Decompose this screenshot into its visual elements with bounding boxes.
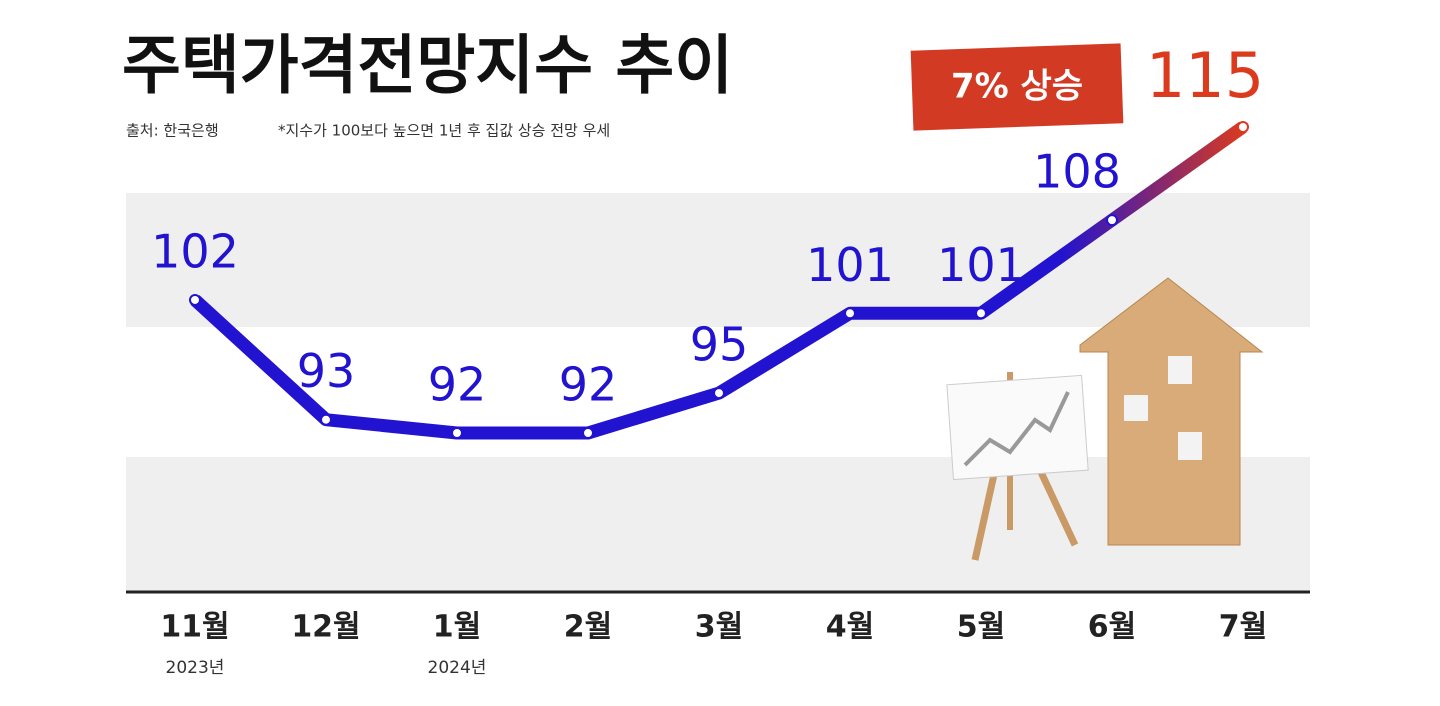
value-label: 102	[151, 224, 239, 278]
value-label: 101	[806, 238, 894, 292]
point	[1106, 214, 1118, 227]
value-label: 95	[690, 318, 749, 372]
value-label: 101	[937, 238, 1025, 292]
point	[320, 413, 332, 426]
point	[189, 293, 201, 306]
value-label: 115	[1146, 39, 1264, 112]
x-tick-label: 1월	[433, 610, 481, 645]
x-tick-label: 2월	[564, 610, 612, 645]
value-label: 93	[297, 344, 356, 398]
point	[844, 307, 856, 320]
x-tick-label: 12월	[291, 610, 360, 645]
x-tick-sublabel: 2023년	[166, 658, 225, 678]
point	[582, 427, 594, 439]
value-label: 92	[428, 358, 487, 412]
x-tick-label: 6월	[1088, 610, 1136, 645]
value-label: 92	[559, 358, 618, 412]
badge: 7% 상승	[951, 67, 1083, 107]
x-tick-label: 3월	[695, 610, 743, 645]
point	[451, 427, 463, 439]
chart-title: 주택가격전망지수 추이	[122, 30, 733, 104]
x-tick-label: 4월	[826, 610, 874, 645]
x-tick-label: 5월	[957, 610, 1005, 645]
x-tick-sublabel: 2024년	[428, 658, 487, 678]
note: *지수가 100보다 높으면 1년 후 집값 상승 전망 우세	[278, 122, 610, 140]
x-tick-label: 11월	[160, 610, 229, 645]
point	[975, 307, 987, 320]
point	[1237, 121, 1249, 133]
illustration	[946, 277, 1264, 561]
value-label: 108	[1033, 145, 1121, 199]
badge-bg	[910, 43, 1124, 131]
source: 출처: 한국은행	[126, 122, 219, 140]
point	[713, 387, 725, 400]
x-tick-label: 7월	[1219, 610, 1267, 645]
